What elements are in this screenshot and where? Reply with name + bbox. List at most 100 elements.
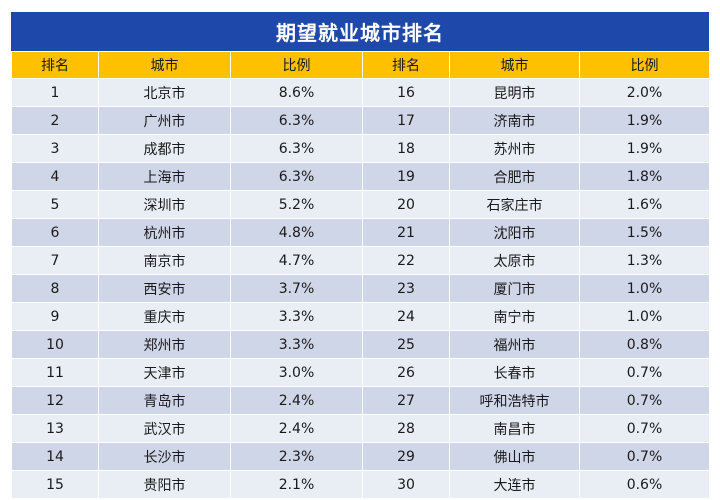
- table-row: 9 重庆市 3.3% 24 南宁市 1.0%: [11, 302, 710, 331]
- ratio-cell: 5.2%: [230, 190, 363, 219]
- city-cell: 昆明市: [449, 78, 580, 107]
- ratio-cell: 6.3%: [230, 106, 363, 135]
- ratio-cell: 1.8%: [579, 162, 710, 191]
- ratio-cell: 6.3%: [230, 134, 363, 163]
- ratio-cell: 1.3%: [579, 246, 710, 275]
- ratio-cell: 1.0%: [579, 274, 710, 303]
- city-cell: 上海市: [98, 162, 231, 191]
- ratio-cell: 1.5%: [579, 218, 710, 247]
- city-cell: 长沙市: [98, 442, 231, 471]
- rank-cell: 8: [11, 274, 99, 303]
- city-cell: 南昌市: [449, 414, 580, 443]
- header-city-right: 城市: [449, 51, 580, 79]
- rank-cell: 22: [362, 246, 450, 275]
- city-cell: 成都市: [98, 134, 231, 163]
- rank-cell: 9: [11, 302, 99, 331]
- rank-cell: 17: [362, 106, 450, 135]
- city-cell: 南京市: [98, 246, 231, 275]
- city-cell: 苏州市: [449, 134, 580, 163]
- rank-cell: 15: [11, 470, 99, 499]
- city-cell: 南宁市: [449, 302, 580, 331]
- header-row: 排名 城市 比例 排名 城市 比例: [11, 51, 710, 79]
- ratio-cell: 2.4%: [230, 386, 363, 415]
- city-cell: 长春市: [449, 358, 580, 387]
- rank-cell: 18: [362, 134, 450, 163]
- rank-cell: 25: [362, 330, 450, 359]
- city-cell: 大连市: [449, 470, 580, 499]
- rank-cell: 20: [362, 190, 450, 219]
- ratio-cell: 1.0%: [579, 302, 710, 331]
- ratio-cell: 0.8%: [579, 330, 710, 359]
- table-row: 6 杭州市 4.8% 21 沈阳市 1.5%: [11, 218, 710, 247]
- city-cell: 杭州市: [98, 218, 231, 247]
- ratio-cell: 3.3%: [230, 330, 363, 359]
- table-row: 5 深圳市 5.2% 20 石家庄市 1.6%: [11, 190, 710, 219]
- city-cell: 济南市: [449, 106, 580, 135]
- city-cell: 福州市: [449, 330, 580, 359]
- rank-cell: 4: [11, 162, 99, 191]
- ratio-cell: 2.1%: [230, 470, 363, 499]
- city-cell: 厦门市: [449, 274, 580, 303]
- rank-cell: 7: [11, 246, 99, 275]
- table-row: 11 天津市 3.0% 26 长春市 0.7%: [11, 358, 710, 387]
- table-row: 10 郑州市 3.3% 25 福州市 0.8%: [11, 330, 710, 359]
- table-row: 7 南京市 4.7% 22 太原市 1.3%: [11, 246, 710, 275]
- ratio-cell: 4.8%: [230, 218, 363, 247]
- rank-cell: 11: [11, 358, 99, 387]
- header-rank-left: 排名: [11, 51, 99, 79]
- table-row: 4 上海市 6.3% 19 合肥市 1.8%: [11, 162, 710, 191]
- city-cell: 天津市: [98, 358, 231, 387]
- city-cell: 武汉市: [98, 414, 231, 443]
- rank-cell: 29: [362, 442, 450, 471]
- table-row: 13 武汉市 2.4% 28 南昌市 0.7%: [11, 414, 710, 443]
- rank-cell: 14: [11, 442, 99, 471]
- ratio-cell: 3.3%: [230, 302, 363, 331]
- ratio-cell: 8.6%: [230, 78, 363, 107]
- table-row: 12 青岛市 2.4% 27 呼和浩特市 0.7%: [11, 386, 710, 415]
- ratio-cell: 3.7%: [230, 274, 363, 303]
- table-title: 期望就业城市排名: [11, 12, 709, 51]
- city-cell: 合肥市: [449, 162, 580, 191]
- rank-cell: 2: [11, 106, 99, 135]
- header-ratio-left: 比例: [230, 51, 363, 79]
- table-body: 1 北京市 8.6% 16 昆明市 2.0% 2 广州市 6.3% 17 济南市 1.9% 3 成都市 6.…: [11, 78, 710, 499]
- rank-cell: 19: [362, 162, 450, 191]
- ratio-cell: 2.3%: [230, 442, 363, 471]
- header-city-left: 城市: [98, 51, 231, 79]
- city-cell: 西安市: [98, 274, 231, 303]
- table-row: 8 西安市 3.7% 23 厦门市 1.0%: [11, 274, 710, 303]
- ratio-cell: 1.9%: [579, 106, 710, 135]
- rank-cell: 1: [11, 78, 99, 107]
- rank-cell: 3: [11, 134, 99, 163]
- ratio-cell: 0.7%: [579, 414, 710, 443]
- city-cell: 北京市: [98, 78, 231, 107]
- city-cell: 石家庄市: [449, 190, 580, 219]
- rank-cell: 30: [362, 470, 450, 499]
- ratio-cell: 2.0%: [579, 78, 710, 107]
- rank-cell: 5: [11, 190, 99, 219]
- ratio-cell: 2.4%: [230, 414, 363, 443]
- rank-cell: 23: [362, 274, 450, 303]
- ratio-cell: 0.7%: [579, 386, 710, 415]
- city-cell: 郑州市: [98, 330, 231, 359]
- ratio-cell: 1.9%: [579, 134, 710, 163]
- city-cell: 青岛市: [98, 386, 231, 415]
- rank-cell: 28: [362, 414, 450, 443]
- city-cell: 重庆市: [98, 302, 231, 331]
- ratio-cell: 0.7%: [579, 442, 710, 471]
- ranking-table-panel: 期望就业城市排名 排名 城市 比例 排名 城市 比例 1 北京市 8.6% 16 昆明市…: [11, 12, 710, 499]
- city-cell: 佛山市: [449, 442, 580, 471]
- city-cell: 沈阳市: [449, 218, 580, 247]
- table-row: 2 广州市 6.3% 17 济南市 1.9%: [11, 106, 710, 135]
- ratio-cell: 6.3%: [230, 162, 363, 191]
- table-row: 14 长沙市 2.3% 29 佛山市 0.7%: [11, 442, 710, 471]
- ratio-cell: 3.0%: [230, 358, 363, 387]
- ranking-table: 排名 城市 比例 排名 城市 比例 1 北京市 8.6% 16 昆明市 2.0% 2 广州市 6…: [11, 51, 710, 499]
- header-rank-right: 排名: [362, 51, 450, 79]
- rank-cell: 26: [362, 358, 450, 387]
- rank-cell: 6: [11, 218, 99, 247]
- rank-cell: 16: [362, 78, 450, 107]
- rank-cell: 12: [11, 386, 99, 415]
- table-row: 15 贵阳市 2.1% 30 大连市 0.6%: [11, 470, 710, 499]
- city-cell: 深圳市: [98, 190, 231, 219]
